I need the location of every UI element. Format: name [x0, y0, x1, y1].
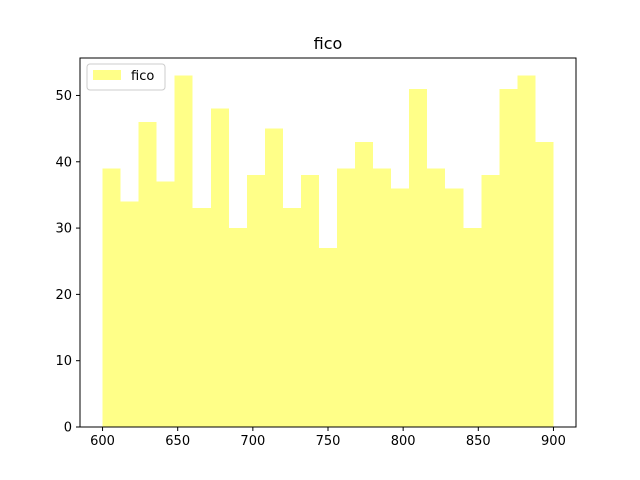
- bar-group: [102, 75, 554, 428]
- histogram-bar: [264, 128, 283, 427]
- histogram-bar: [373, 168, 392, 427]
- y-tick-label: 40: [55, 155, 72, 170]
- histogram-bar: [427, 168, 446, 427]
- x-axis: 600 650 700 750 800 850 900: [90, 427, 566, 449]
- y-axis: 0 10 20 30 40 50: [55, 89, 80, 436]
- histogram-bar: [228, 228, 247, 427]
- x-tick-label: 700: [240, 434, 265, 449]
- histogram-bar: [282, 208, 301, 427]
- y-tick-label: 0: [64, 421, 72, 436]
- x-tick-label: 750: [316, 434, 341, 449]
- histogram-bar: [300, 175, 319, 427]
- histogram-bar: [102, 168, 121, 427]
- histogram-bar: [210, 108, 229, 427]
- histogram-bar: [174, 75, 193, 428]
- histogram-bar: [463, 228, 482, 427]
- x-tick-label: 600: [90, 434, 115, 449]
- histogram-bar: [318, 247, 338, 427]
- x-tick-label: 650: [165, 434, 190, 449]
- histogram-bar: [535, 141, 554, 427]
- y-tick-label: 20: [55, 288, 72, 303]
- x-tick-label: 850: [466, 434, 491, 449]
- x-tick-label: 900: [541, 434, 566, 449]
- y-tick-label: 10: [55, 354, 72, 369]
- histogram-bar: [120, 201, 139, 427]
- y-tick-label: 50: [55, 89, 72, 104]
- histogram-bar: [517, 75, 536, 428]
- x-tick-label: 800: [391, 434, 416, 449]
- histogram-bar: [481, 175, 500, 427]
- histogram-bar: [337, 168, 356, 427]
- legend: fico: [86, 63, 166, 91]
- histogram-bar: [156, 181, 175, 427]
- histogram-bar: [499, 88, 518, 427]
- histogram-bar: [192, 208, 211, 427]
- histogram-bar: [409, 88, 428, 427]
- y-tick-label: 30: [55, 222, 72, 237]
- legend-swatch: [93, 70, 121, 80]
- plot-frame: [79, 57, 577, 428]
- histogram-bar: [445, 188, 464, 427]
- histogram-bar: [138, 121, 157, 428]
- chart-title: fico: [314, 34, 343, 53]
- histogram-bar: [355, 141, 374, 427]
- histogram-bar: [391, 188, 410, 427]
- histogram-bar: [246, 175, 265, 427]
- legend-label: fico: [131, 69, 154, 84]
